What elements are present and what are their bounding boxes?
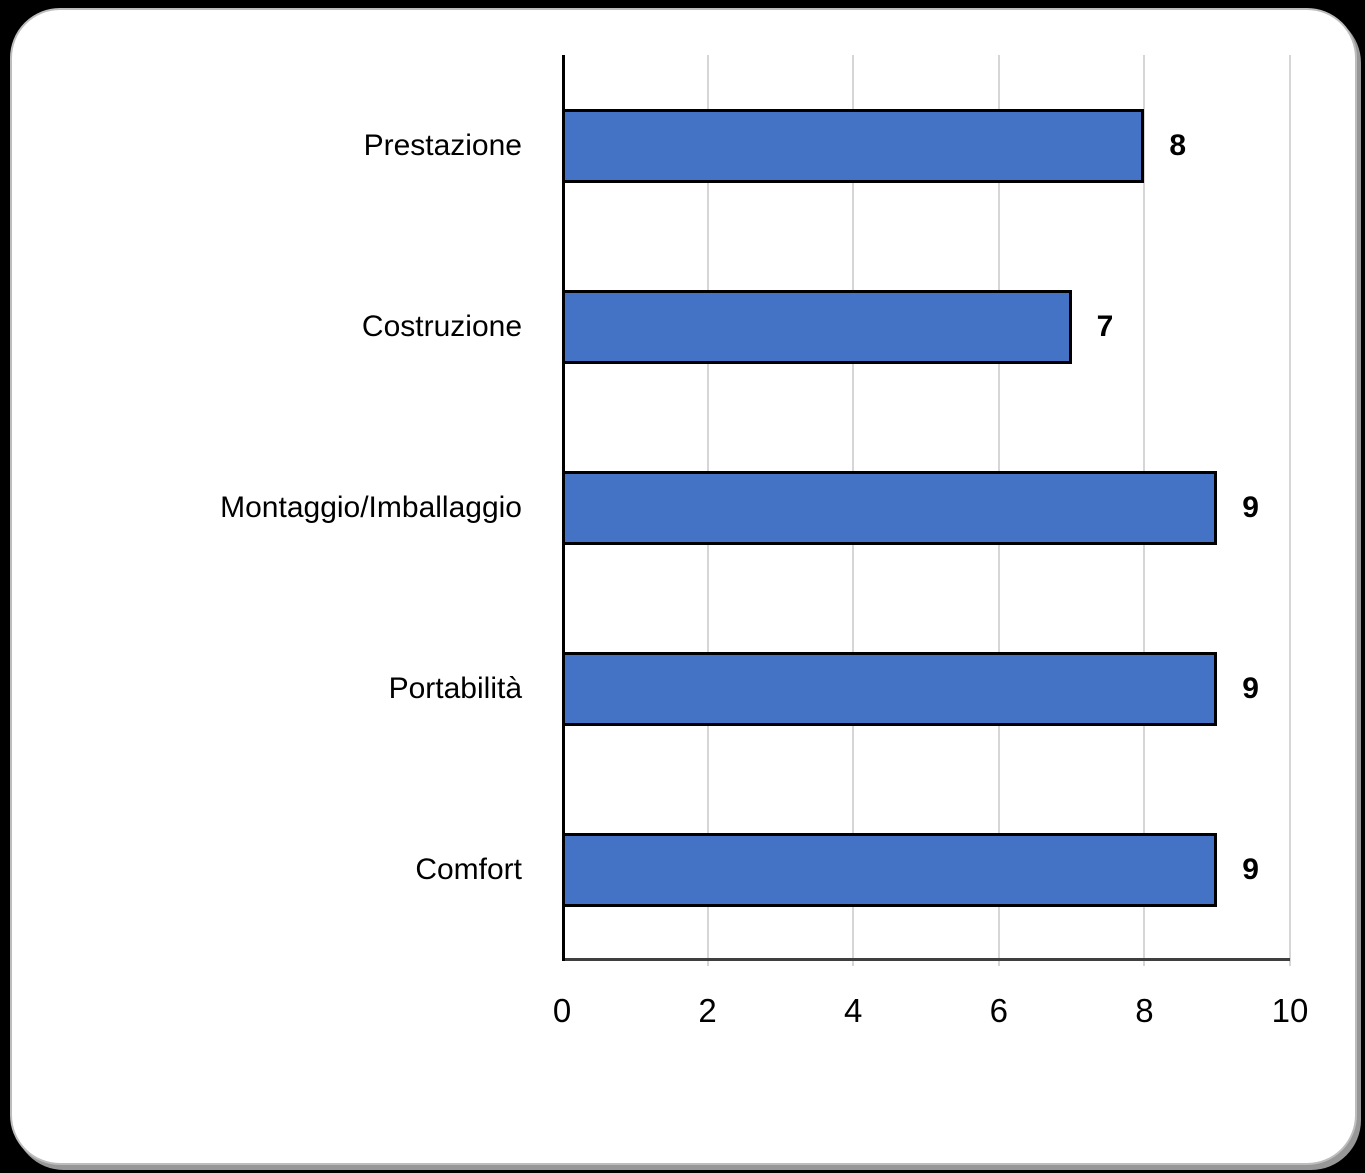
x-tick-label: 2 [698,992,717,1029]
x-axis-tick-labels: 0 2 4 6 8 10 [553,988,1309,1034]
bar-montaggio-imballaggio [562,471,1218,545]
category-label: Prestazione [363,128,522,162]
bar-portabilit- [562,652,1218,727]
data-label: 9 [1242,672,1259,706]
bar-costruzione [562,289,1072,364]
bar-comfort [562,833,1218,908]
plot-area: 8 7 9 9 9 [562,55,1291,966]
x-tick-label: 10 [1271,992,1309,1029]
x-tick-label: 4 [844,992,863,1029]
category-label: Portabilità [388,672,522,706]
x-axis-line [562,958,1290,961]
data-label: 9 [1242,491,1259,524]
bar-prestazione [562,108,1145,183]
chart-card: Prestazione Costruzione Montaggio/Imballag… [10,8,1357,1165]
x-tick-label: 0 [552,992,572,1029]
category-label: Costruzione [361,309,522,343]
gridline-x-10 [1289,55,1291,966]
data-label: 9 [1242,853,1259,887]
y-axis-line [562,55,565,961]
data-label: 7 [1096,309,1114,343]
x-tick-label: 6 [989,992,1008,1029]
category-label: Comfort [415,853,522,887]
x-tick-label: 8 [1135,992,1154,1029]
category-axis-labels: Prestazione Costruzione Montaggio/Imballag… [12,55,522,961]
category-label: Montaggio/Imballaggio [220,491,522,524]
data-label: 8 [1169,128,1187,162]
